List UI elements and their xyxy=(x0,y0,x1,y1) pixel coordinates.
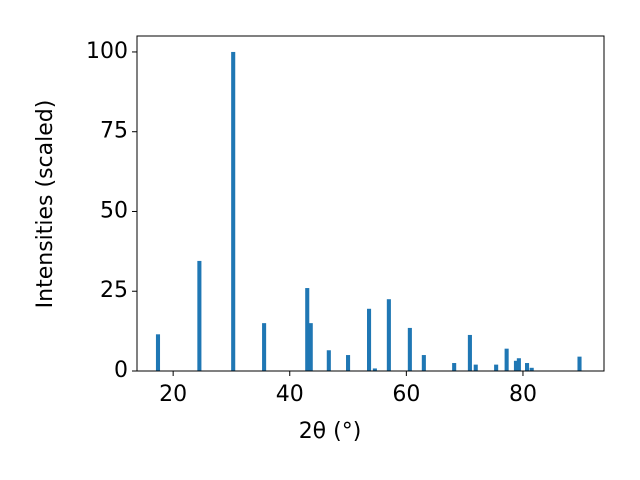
bar xyxy=(308,323,313,371)
bar xyxy=(386,299,391,371)
bar xyxy=(525,363,530,371)
bar xyxy=(516,358,521,371)
y-tick-label: 50 xyxy=(100,198,128,223)
bar xyxy=(326,350,331,371)
bar xyxy=(529,367,534,371)
bar xyxy=(494,364,499,371)
bar xyxy=(346,355,351,371)
bar xyxy=(467,334,472,371)
bar xyxy=(473,364,478,371)
x-tick-label: 20 xyxy=(159,382,187,407)
y-tick-label: 25 xyxy=(100,278,128,303)
x-tick-label: 60 xyxy=(392,382,420,407)
bar xyxy=(504,348,509,371)
bar xyxy=(513,360,519,371)
bar xyxy=(305,288,310,371)
bar xyxy=(262,323,267,371)
bar xyxy=(452,363,457,371)
y-tick-label: 75 xyxy=(100,119,128,144)
x-tick-label: 40 xyxy=(276,382,304,407)
bar xyxy=(367,308,372,371)
bar xyxy=(197,260,202,371)
x-tick-label: 80 xyxy=(509,382,537,407)
bar xyxy=(407,327,412,371)
bar xyxy=(372,368,377,371)
x-axis-label: 2θ (°) xyxy=(299,419,362,444)
bar xyxy=(421,355,426,371)
y-tick-label: 0 xyxy=(114,358,128,383)
y-axis-label: Intensities (scaled) xyxy=(33,100,58,309)
bar xyxy=(577,356,582,371)
plot-frame xyxy=(136,35,605,372)
y-tick-label: 100 xyxy=(86,39,128,64)
bar xyxy=(231,51,236,371)
bar xyxy=(155,334,161,371)
